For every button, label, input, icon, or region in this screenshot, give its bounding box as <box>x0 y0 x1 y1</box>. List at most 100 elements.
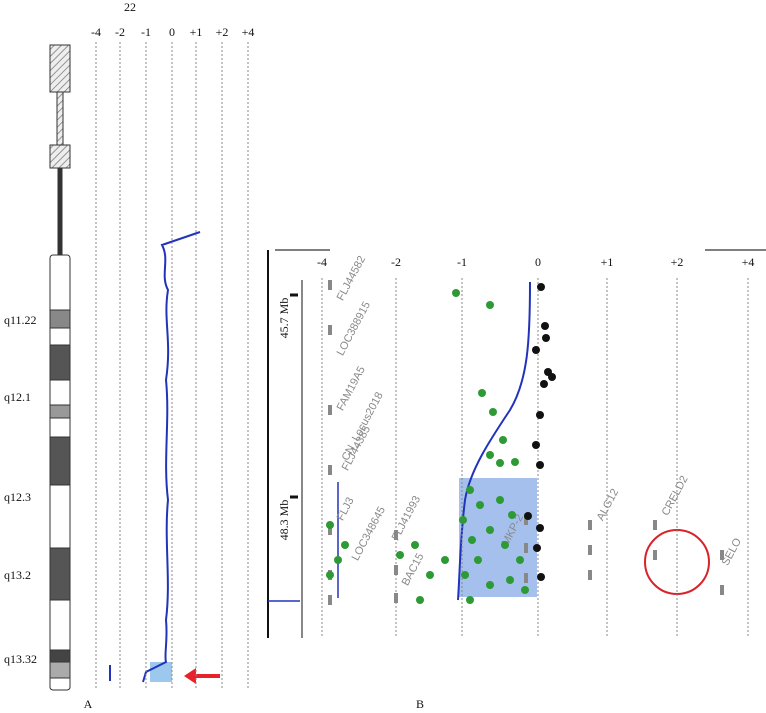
band-label: q12.1 <box>4 390 31 404</box>
probe-marker <box>328 595 332 605</box>
probe-dot <box>416 596 424 604</box>
gene-label: LOC348645 <box>350 505 388 563</box>
probe-marker <box>588 545 592 555</box>
position-label: 45.7 Mb <box>277 298 291 339</box>
probe-dot <box>542 334 550 342</box>
probe-marker <box>394 530 398 540</box>
probe-dot <box>452 289 460 297</box>
probe-dot <box>461 571 469 579</box>
probe-marker <box>394 593 398 603</box>
probe-dot <box>496 496 504 504</box>
probe-dot <box>508 511 516 519</box>
probe-dot <box>532 346 540 354</box>
probe-dot <box>537 283 545 291</box>
probe-dot <box>466 596 474 604</box>
panel-label: B <box>416 697 424 711</box>
arrow <box>184 668 220 684</box>
probe-dot <box>506 576 514 584</box>
probe-dot <box>496 459 504 467</box>
probe-marker <box>328 525 332 535</box>
tick-label: 0 <box>169 25 175 39</box>
probe-marker <box>524 573 528 583</box>
probe-dot <box>533 544 541 552</box>
tick-label: +4 <box>242 25 255 39</box>
probe-dot <box>341 541 349 549</box>
probe-dot <box>540 380 548 388</box>
probe-dot <box>334 556 342 564</box>
tick-label: +4 <box>742 255 755 269</box>
position-label: 48.3 Mb <box>277 500 291 541</box>
profile-line <box>457 281 531 601</box>
band-label: q11.22 <box>4 313 37 327</box>
probe-marker <box>588 570 592 580</box>
probe-dot <box>476 501 484 509</box>
gene-label: CRELD2 <box>660 474 691 518</box>
probe-marker <box>588 520 592 530</box>
probe-dot <box>486 301 494 309</box>
probe-marker <box>524 543 528 553</box>
probe-dot <box>411 541 419 549</box>
probe-dot <box>537 573 545 581</box>
tick-label: -2 <box>391 255 401 269</box>
probe-dot <box>489 408 497 416</box>
band-label: q13.32 <box>4 652 37 666</box>
probe-dot <box>499 436 507 444</box>
tick-label: +1 <box>190 25 203 39</box>
probe-marker <box>394 565 398 575</box>
probe-dot <box>536 461 544 469</box>
probe-dot <box>459 516 467 524</box>
probe-dot <box>524 512 532 520</box>
tick-label: +1 <box>601 255 614 269</box>
probe-marker <box>328 325 332 335</box>
probe-dot <box>548 373 556 381</box>
gene-label: ALG12 <box>595 487 622 523</box>
probe-marker <box>653 520 657 530</box>
band-label: q12.3 <box>4 490 31 504</box>
probe-dot <box>536 524 544 532</box>
probe-dot <box>521 586 529 594</box>
probe-marker <box>328 280 332 290</box>
probe-dot <box>486 526 494 534</box>
probe-marker <box>328 465 332 475</box>
panel-a: 22 A -4 -2 -1 0 +1 +2 +4 q11.22 q12.1 q12.3 q13.2 q… <box>4 0 254 711</box>
probe-dot <box>511 458 519 466</box>
gene-label: FAM19A5 <box>335 364 368 412</box>
probe-dot <box>466 486 474 494</box>
tick-label: -1 <box>457 255 467 269</box>
gene-label: FLJ44582 <box>335 254 369 303</box>
probe-dot <box>326 521 334 529</box>
profile-line <box>142 231 201 683</box>
probe-marker <box>653 550 657 560</box>
chromosome-label: 22 <box>124 0 136 14</box>
probe-dot <box>536 411 544 419</box>
tick-label: -4 <box>91 25 101 39</box>
probe-dot <box>326 571 334 579</box>
probe-dot <box>486 581 494 589</box>
probe-dot <box>474 556 482 564</box>
probe-dot <box>541 322 549 330</box>
probe-marker <box>720 550 724 560</box>
band-label: q13.2 <box>4 568 31 582</box>
tick-label: -4 <box>317 255 327 269</box>
panel-label: A <box>84 697 93 711</box>
probe-dot <box>426 571 434 579</box>
probe-dot <box>532 441 540 449</box>
tick-label: -1 <box>141 25 151 39</box>
tick-label: -2 <box>115 25 125 39</box>
probe-dot <box>486 451 494 459</box>
probe-marker <box>524 515 528 525</box>
gene-label: BAC15 <box>400 551 427 587</box>
probe-dot <box>468 536 476 544</box>
gene-label: LOC388915 <box>335 300 373 358</box>
probe-dot <box>501 541 509 549</box>
probe-dot <box>441 556 449 564</box>
probe-dot <box>478 389 486 397</box>
probe-marker <box>328 405 332 415</box>
tick-label: +2 <box>671 255 684 269</box>
gene-label: FLJ41993 <box>390 494 424 543</box>
ideogram <box>49 44 71 691</box>
tick-label: 0 <box>535 255 541 269</box>
probe-marker <box>720 585 724 595</box>
